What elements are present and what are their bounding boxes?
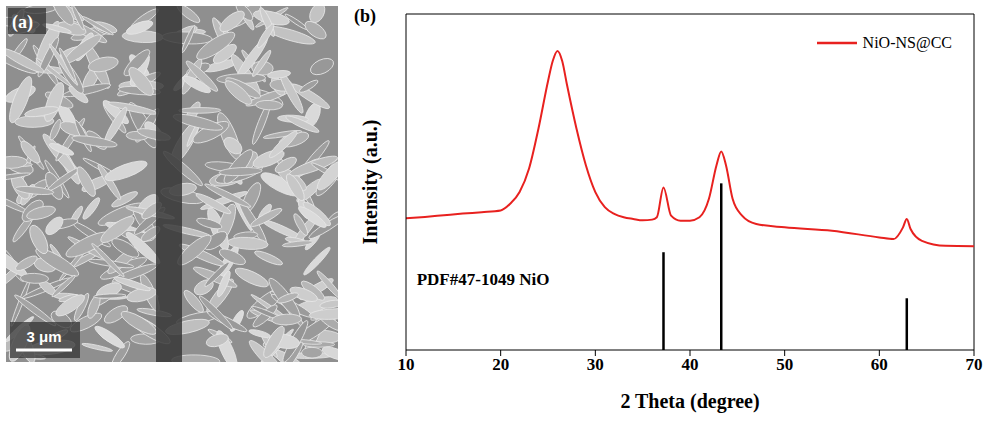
svg-text:50: 50 [776, 355, 793, 374]
svg-text:20: 20 [492, 355, 509, 374]
svg-text:60: 60 [871, 355, 888, 374]
html-text:(b): (b) [354, 6, 376, 26]
svg-text:(a): (a) [12, 12, 33, 33]
svg-text:Intensity (a.u.): Intensity (a.u.) [359, 119, 382, 244]
svg-text:40: 40 [682, 355, 699, 374]
svg-text:3 μm: 3 μm [26, 328, 61, 345]
html-text:NiO-NS@CC: NiO-NS@CC [862, 34, 952, 51]
svg-text:30: 30 [587, 355, 604, 374]
svg-text:PDF#47-1049 NiO: PDF#47-1049 NiO [417, 270, 550, 289]
svg-text:10: 10 [398, 355, 415, 374]
svg-text:70: 70 [966, 355, 983, 374]
svg-text:2 Theta (degree): 2 Theta (degree) [620, 390, 759, 413]
